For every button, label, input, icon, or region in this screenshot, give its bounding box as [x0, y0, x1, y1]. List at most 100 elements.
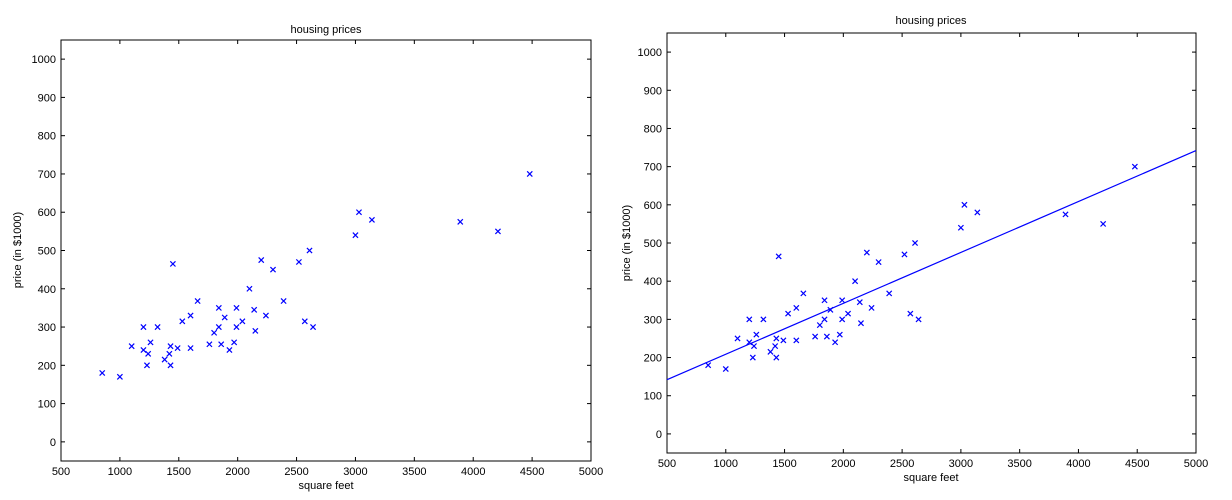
- data-point: [166, 350, 173, 357]
- data-point: [863, 249, 870, 256]
- data-point: [961, 201, 968, 208]
- data-point: [1062, 211, 1069, 218]
- y-tick-label: 900: [644, 85, 662, 97]
- data-point: [800, 290, 807, 297]
- y-axis-label: price (in $1000): [621, 205, 633, 281]
- x-tick-label: 500: [658, 458, 676, 470]
- points-group: [705, 163, 1138, 373]
- data-point: [306, 247, 313, 254]
- data-point: [233, 324, 240, 331]
- data-point: [167, 362, 174, 369]
- data-point: [179, 318, 186, 325]
- y-tick-label: 200: [644, 353, 662, 365]
- y-tick-label: 800: [38, 131, 56, 143]
- data-point: [907, 310, 914, 317]
- data-point: [793, 337, 800, 344]
- data-point: [821, 297, 828, 304]
- data-point: [816, 322, 823, 329]
- points-group: [99, 170, 533, 380]
- data-point: [251, 306, 258, 313]
- y-tick-label: 100: [644, 391, 662, 403]
- y-tick-label: 400: [644, 276, 662, 288]
- data-point: [211, 329, 218, 336]
- data-point: [169, 260, 176, 267]
- data-point: [174, 345, 181, 352]
- data-point: [753, 331, 760, 338]
- y-tick-label: 700: [38, 169, 56, 181]
- data-point: [258, 257, 265, 264]
- y-tick-label: 300: [38, 322, 56, 334]
- data-point: [734, 335, 741, 342]
- data-point: [772, 343, 779, 350]
- x-tick-label: 4000: [461, 466, 485, 478]
- data-point: [140, 324, 147, 331]
- data-point: [832, 339, 839, 346]
- y-tick-label: 300: [644, 314, 662, 326]
- data-point: [295, 258, 302, 266]
- chart-title: housing prices: [896, 15, 967, 27]
- y-tick-label: 600: [644, 200, 662, 212]
- x-tick-label: 3000: [343, 466, 367, 478]
- data-point: [746, 316, 753, 323]
- y-tick-label: 600: [38, 207, 56, 219]
- data-point: [1131, 163, 1138, 170]
- data-point: [1100, 220, 1107, 227]
- data-point: [215, 324, 222, 331]
- data-point: [912, 239, 919, 247]
- data-point: [233, 304, 240, 311]
- x-axis-label: square feet: [298, 480, 353, 492]
- data-point: [827, 306, 834, 313]
- chart-right: housing prices square feet price (in $10…: [621, 15, 1208, 484]
- data-point: [780, 337, 787, 344]
- x-tick-label: 2000: [831, 458, 855, 470]
- y-tick-label: 400: [38, 284, 56, 296]
- data-point: [886, 290, 893, 297]
- x-tick-label: 1000: [714, 458, 738, 470]
- data-point: [812, 333, 819, 340]
- data-point: [836, 331, 843, 338]
- data-point: [355, 209, 363, 216]
- data-point: [167, 343, 174, 350]
- x-tick-label: 2000: [225, 466, 249, 478]
- data-point: [775, 253, 782, 260]
- x-tick-label: 1500: [167, 466, 191, 478]
- x-tick-label: 4000: [1066, 458, 1090, 470]
- plot-frame: [666, 32, 1197, 454]
- data-point: [457, 218, 464, 225]
- data-point: [194, 297, 201, 305]
- data-point: [99, 369, 106, 376]
- data-point: [246, 285, 253, 292]
- y-tick-label: 700: [644, 162, 662, 174]
- y-tick-label: 1000: [638, 47, 662, 59]
- data-point: [221, 314, 228, 321]
- data-point: [760, 316, 767, 323]
- fit-line: [666, 150, 1197, 381]
- data-point: [215, 304, 222, 311]
- data-point: [839, 297, 846, 304]
- x-axis-label: square feet: [903, 472, 958, 484]
- data-point: [187, 312, 194, 319]
- x-tick-label: 1500: [772, 458, 796, 470]
- chart-title: housing prices: [291, 24, 362, 36]
- data-point: [262, 312, 269, 319]
- data-point: [868, 304, 875, 311]
- data-point: [206, 341, 213, 348]
- data-point: [368, 216, 375, 223]
- data-point: [974, 209, 981, 216]
- data-point: [231, 339, 238, 346]
- data-point: [187, 345, 194, 352]
- data-point: [154, 324, 161, 331]
- data-point: [823, 333, 830, 340]
- data-point: [750, 343, 758, 350]
- data-point: [915, 316, 922, 323]
- data-point: [310, 324, 317, 331]
- data-point: [767, 348, 774, 355]
- data-point: [269, 266, 277, 273]
- data-point: [116, 373, 123, 380]
- data-point: [793, 304, 800, 311]
- x-tick-label: 4500: [1125, 458, 1149, 470]
- data-point: [852, 278, 859, 285]
- x-tick-group: 500 1000 1500 2000 2500 3000 3500 4000 4500 5000: [658, 33, 1208, 470]
- data-point: [722, 365, 729, 373]
